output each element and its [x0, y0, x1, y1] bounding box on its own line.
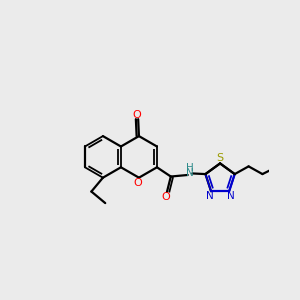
Text: H: H [186, 163, 194, 173]
Text: N: N [206, 191, 213, 201]
Text: O: O [161, 192, 170, 202]
Text: N: N [227, 191, 235, 201]
Text: S: S [217, 153, 224, 163]
Text: O: O [133, 110, 141, 119]
Text: O: O [133, 178, 142, 188]
Text: N: N [186, 168, 194, 178]
